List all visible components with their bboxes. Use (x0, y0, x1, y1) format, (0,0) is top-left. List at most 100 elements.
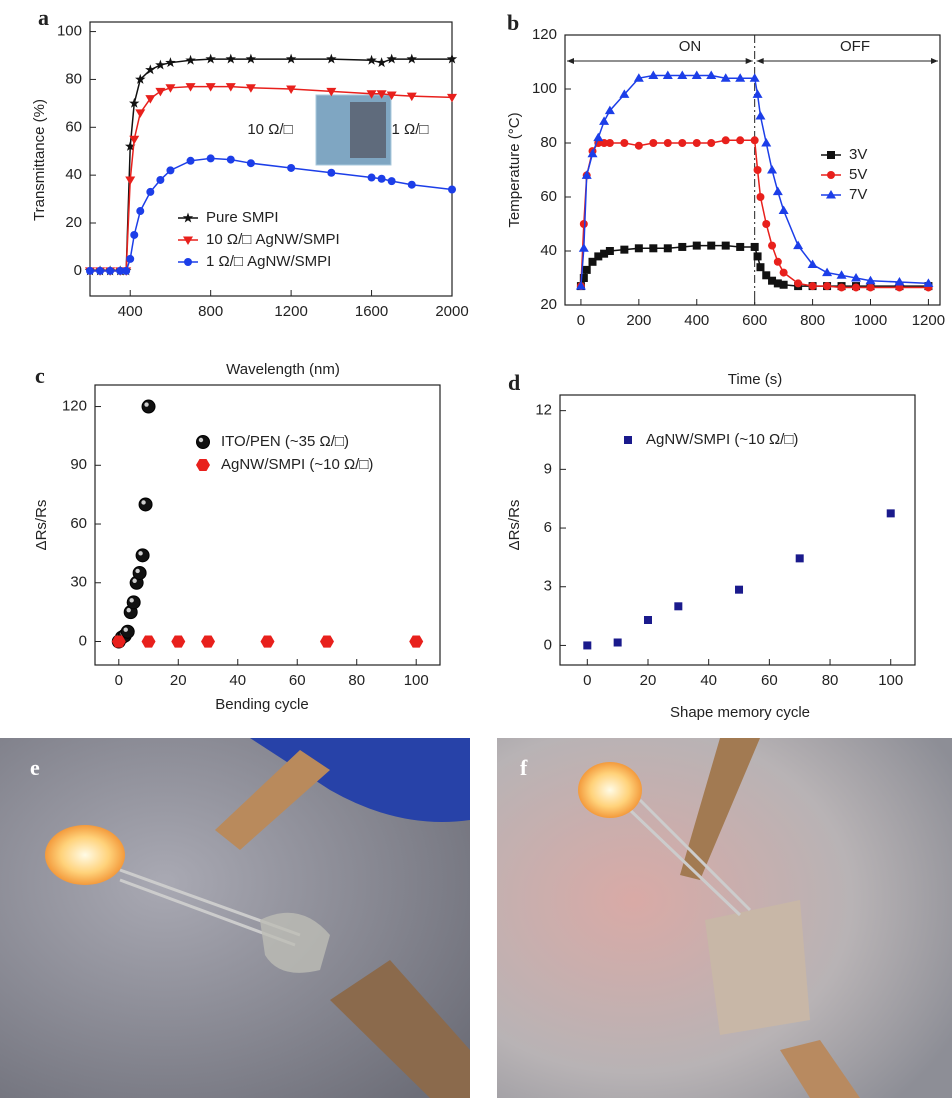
marker (245, 84, 256, 93)
marker (165, 57, 176, 68)
marker (124, 140, 136, 151)
marker (86, 266, 94, 275)
y-axis-label: ΔRs/Rs (33, 500, 50, 551)
marker (186, 156, 195, 165)
marker (376, 57, 387, 68)
marker (649, 139, 658, 147)
marker (762, 220, 771, 228)
panel-label: d (508, 370, 520, 395)
x-tick-label: 60 (761, 672, 778, 689)
y-tick-label: 120 (532, 26, 557, 43)
marker (132, 565, 147, 580)
marker-highlight (198, 437, 204, 443)
x-tick-label: 2000 (435, 303, 468, 320)
y-tick-label: 20 (540, 296, 557, 313)
marker-highlight (135, 568, 140, 574)
legend-marker (826, 190, 836, 199)
marker (185, 54, 196, 65)
marker (692, 139, 701, 147)
marker (772, 186, 783, 196)
marker-highlight (123, 627, 128, 632)
marker (106, 266, 115, 275)
y-tick-label: 80 (65, 70, 82, 87)
marker (663, 244, 672, 253)
marker (793, 240, 804, 250)
marker (126, 595, 141, 610)
marker (575, 281, 586, 290)
marker (720, 73, 731, 82)
x-tick-label: 800 (800, 312, 825, 329)
legend-marker (827, 151, 835, 159)
x-tick-label: 0 (115, 672, 123, 689)
marker (406, 92, 417, 102)
panel-label: c (35, 363, 45, 388)
marker (779, 280, 788, 289)
marker (165, 84, 176, 93)
marker (120, 624, 135, 639)
legend-label: ITO/PEN (~35 Ω/□) (221, 433, 349, 450)
marker (135, 73, 146, 84)
legend-marker (827, 171, 835, 179)
legend-label: 10 Ω/□ AgNW/SMPI (206, 231, 340, 248)
x-tick-label: 100 (404, 672, 429, 689)
marker-highlight (132, 578, 137, 583)
marker (447, 93, 457, 103)
marker (750, 242, 759, 251)
marker (599, 116, 610, 125)
marker (756, 193, 765, 201)
y-tick-label: 80 (540, 134, 557, 151)
photo-f (497, 738, 952, 1098)
marker (225, 53, 237, 64)
marker (171, 635, 186, 648)
marker (749, 73, 760, 82)
legend-label: 5V (849, 166, 867, 183)
marker (446, 53, 458, 64)
y-tick-label: 0 (544, 636, 552, 653)
marker (851, 273, 862, 282)
marker (130, 230, 139, 239)
marker (735, 73, 746, 82)
photo-e (0, 738, 470, 1098)
marker (319, 635, 334, 648)
marker (226, 155, 235, 164)
y-tick-label: 20 (65, 214, 82, 231)
marker (245, 53, 257, 64)
marker (707, 241, 716, 250)
marker (138, 497, 153, 512)
marker (773, 257, 782, 266)
legend-label: Pure SMPI (206, 209, 279, 226)
marker-highlight (144, 402, 149, 407)
marker (753, 166, 762, 174)
marker (155, 59, 166, 70)
x-tick-label: 1200 (912, 312, 945, 329)
marker (865, 275, 876, 285)
marker (326, 53, 337, 64)
marker (386, 53, 397, 64)
marker (582, 265, 591, 274)
marker (141, 399, 156, 414)
marker (387, 177, 396, 186)
marker (129, 97, 140, 108)
x-tick-label: 1200 (274, 303, 307, 320)
x-tick-label: 20 (640, 672, 657, 689)
x-tick-label: 0 (577, 312, 585, 329)
marker (767, 165, 778, 174)
marker (201, 635, 216, 648)
marker (367, 173, 376, 182)
marker (593, 132, 604, 142)
marker (122, 266, 131, 275)
marker (837, 283, 846, 292)
marker (287, 163, 296, 172)
y-tick-label: 60 (540, 188, 557, 205)
marker (822, 267, 833, 277)
marker (773, 279, 782, 288)
marker (663, 139, 672, 147)
marker (807, 259, 818, 268)
y-tick-label: 3 (544, 578, 552, 595)
marker (588, 257, 597, 266)
x-tick-label: 80 (822, 672, 839, 689)
marker (407, 180, 416, 189)
marker (648, 70, 659, 79)
marker (206, 154, 215, 163)
y-tick-label: 90 (70, 456, 87, 473)
